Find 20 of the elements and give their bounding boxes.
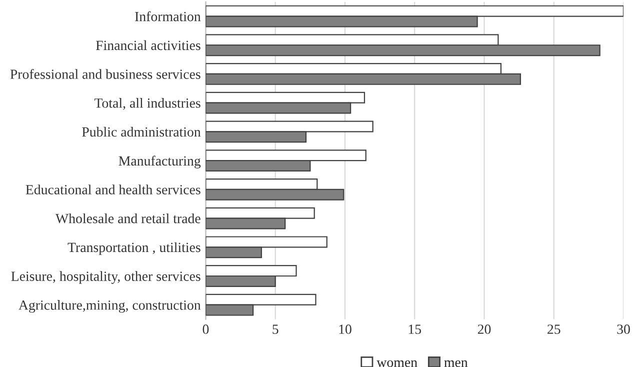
y-tick-label: Agriculture,mining, construction — [18, 300, 201, 313]
y-tick-label: Manufacturing — [118, 156, 201, 168]
x-tick-label: 30 — [617, 324, 630, 334]
x-tick-label: 10 — [339, 324, 352, 334]
y-tick-label: Professional and business services — [10, 69, 200, 79]
y-tick-label: Information — [135, 11, 201, 22]
x-tick-label: 5 — [272, 324, 278, 334]
x-tick-label: 20 — [478, 324, 491, 334]
y-tick-label: Public administration — [82, 126, 201, 137]
y-tick-label: Educational and health services — [26, 184, 200, 194]
y-tick-label: Total, all industries — [94, 98, 200, 110]
legend-label: women — [376, 360, 418, 367]
y-tick-label: Financial activities — [96, 40, 200, 50]
x-tick-label: 15 — [408, 324, 422, 334]
y-tick-label: Leisure, hospitality, other services — [11, 271, 200, 284]
y-tick-label: Transportation , utilities — [68, 242, 200, 255]
y-tick-label: Wholesale and retail trade — [56, 213, 200, 224]
x-tick-label: 25 — [548, 324, 560, 334]
legend-label: men — [444, 360, 468, 367]
x-tick-label: 0 — [202, 324, 209, 334]
